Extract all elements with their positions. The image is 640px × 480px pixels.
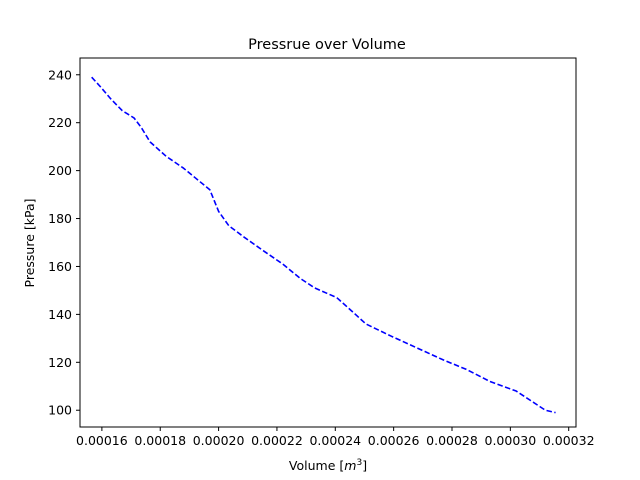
x-tick-label: 0.00030: [485, 433, 537, 448]
plot-frame: [79, 57, 577, 428]
x-tick-label: 0.00028: [426, 433, 478, 448]
y-tick-label: 100: [48, 403, 72, 418]
x-axis-label: Volume [m3]: [289, 458, 367, 473]
x-tick-label: 0.00016: [76, 433, 128, 448]
x-tick-label: 0.00018: [134, 433, 186, 448]
y-tick-label: 220: [48, 115, 72, 130]
y-tick-label: 160: [48, 259, 72, 274]
y-tick-label: 140: [48, 307, 72, 322]
series-line: [91, 76, 556, 414]
x-tick-label: 0.00022: [251, 433, 303, 448]
x-tick-label: 0.00020: [193, 433, 245, 448]
x-tick-label: 0.00026: [368, 433, 420, 448]
y-tick-label: 180: [48, 211, 72, 226]
x-tick-label: 0.00032: [543, 433, 595, 448]
x-axis: 0.00016 0.00018 0.00020 0.00022 0.00024 0.000…: [76, 427, 595, 448]
y-axis-label: Pressure [kPa]: [22, 199, 37, 288]
y-tick-label: 240: [48, 67, 72, 82]
chart-title: Pressrue over Volume: [248, 37, 406, 53]
y-axis: 100 120 140 160 180 200 220 240: [48, 67, 80, 418]
series-layer: [91, 76, 556, 414]
y-tick-label: 200: [48, 163, 72, 178]
y-tick-label: 120: [48, 355, 72, 370]
x-tick-label: 0.00024: [309, 433, 361, 448]
